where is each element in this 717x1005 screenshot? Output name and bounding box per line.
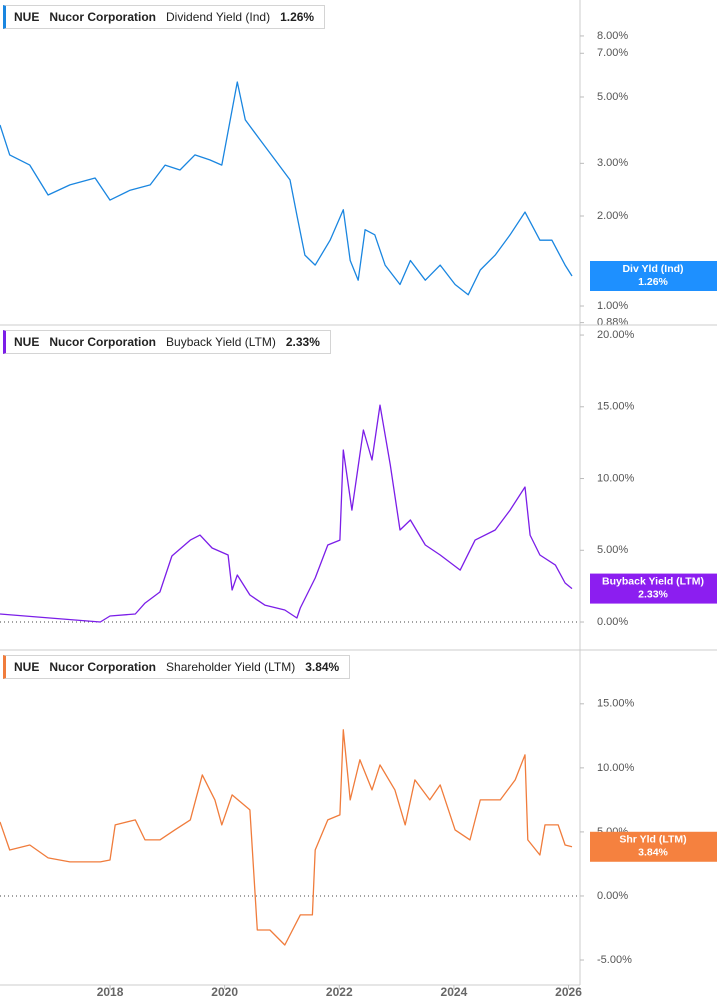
company: Nucor Corporation — [49, 660, 157, 674]
series-line — [0, 81, 573, 296]
legend-value: 1.26% — [280, 10, 315, 24]
y-tick-label: 15.00% — [597, 401, 635, 413]
legend-header: NUE Nucor Corporation Shareholder Yield (L… — [3, 655, 351, 679]
series-line — [0, 404, 573, 623]
legend-entry: Buyback Yield (LTM) — [166, 335, 276, 349]
y-tick-label: 5.00% — [597, 91, 628, 103]
company: Nucor Corporation — [49, 335, 157, 349]
y-tick-label: 0.00% — [597, 890, 628, 902]
current-value-name: Buyback Yield (LTM) — [602, 575, 704, 587]
current-value-box — [590, 260, 717, 291]
y-tick-label: 0.88% — [597, 317, 628, 329]
y-tick-label: 0.00% — [597, 616, 628, 628]
legend-value: 3.84% — [305, 660, 340, 674]
current-value-box — [590, 831, 717, 862]
y-tick-label: 2.00% — [597, 210, 628, 222]
legend-entry: Dividend Yield (Ind) — [166, 10, 271, 24]
current-value-name: Shr Yld (LTM) — [619, 834, 686, 846]
series-line — [0, 729, 573, 946]
y-tick-label: 5.00% — [597, 544, 628, 556]
current-value-box — [590, 573, 717, 604]
y-tick-label: 10.00% — [597, 762, 635, 774]
legend-header: NUE Nucor Corporation Dividend Yield (Ind)… — [3, 5, 326, 29]
x-tick-label: 2026 — [555, 985, 582, 999]
y-tick-label: 15.00% — [597, 698, 635, 710]
ticker: NUE — [14, 10, 40, 24]
y-tick-label: 1.00% — [597, 300, 628, 312]
ticker: NUE — [14, 335, 40, 349]
y-tick-label: 7.00% — [597, 47, 628, 59]
legend-entry: Shareholder Yield (LTM) — [166, 660, 296, 674]
current-value-label: 2.33% — [638, 588, 668, 600]
current-value-name: Div Yld (Ind) — [622, 263, 683, 275]
y-tick-label: 20.00% — [597, 329, 635, 341]
y-tick-label: 3.00% — [597, 157, 628, 169]
x-tick-label: 2024 — [441, 985, 468, 999]
x-tick-label: 2020 — [211, 985, 238, 999]
y-tick-label: 8.00% — [597, 30, 628, 42]
legend-value: 2.33% — [285, 335, 320, 349]
x-tick-label: 2022 — [326, 985, 353, 999]
y-tick-label: 10.00% — [597, 472, 635, 484]
company: Nucor Corporation — [49, 10, 157, 24]
ticker: NUE — [14, 660, 40, 674]
current-value-label: 1.26% — [638, 276, 668, 288]
current-value-label: 3.84% — [638, 847, 668, 859]
y-tick-label: -5.00% — [597, 954, 632, 966]
x-tick-label: 2018 — [97, 985, 124, 999]
legend-header: NUE Nucor Corporation Buyback Yield (LTM) 2… — [3, 330, 331, 354]
